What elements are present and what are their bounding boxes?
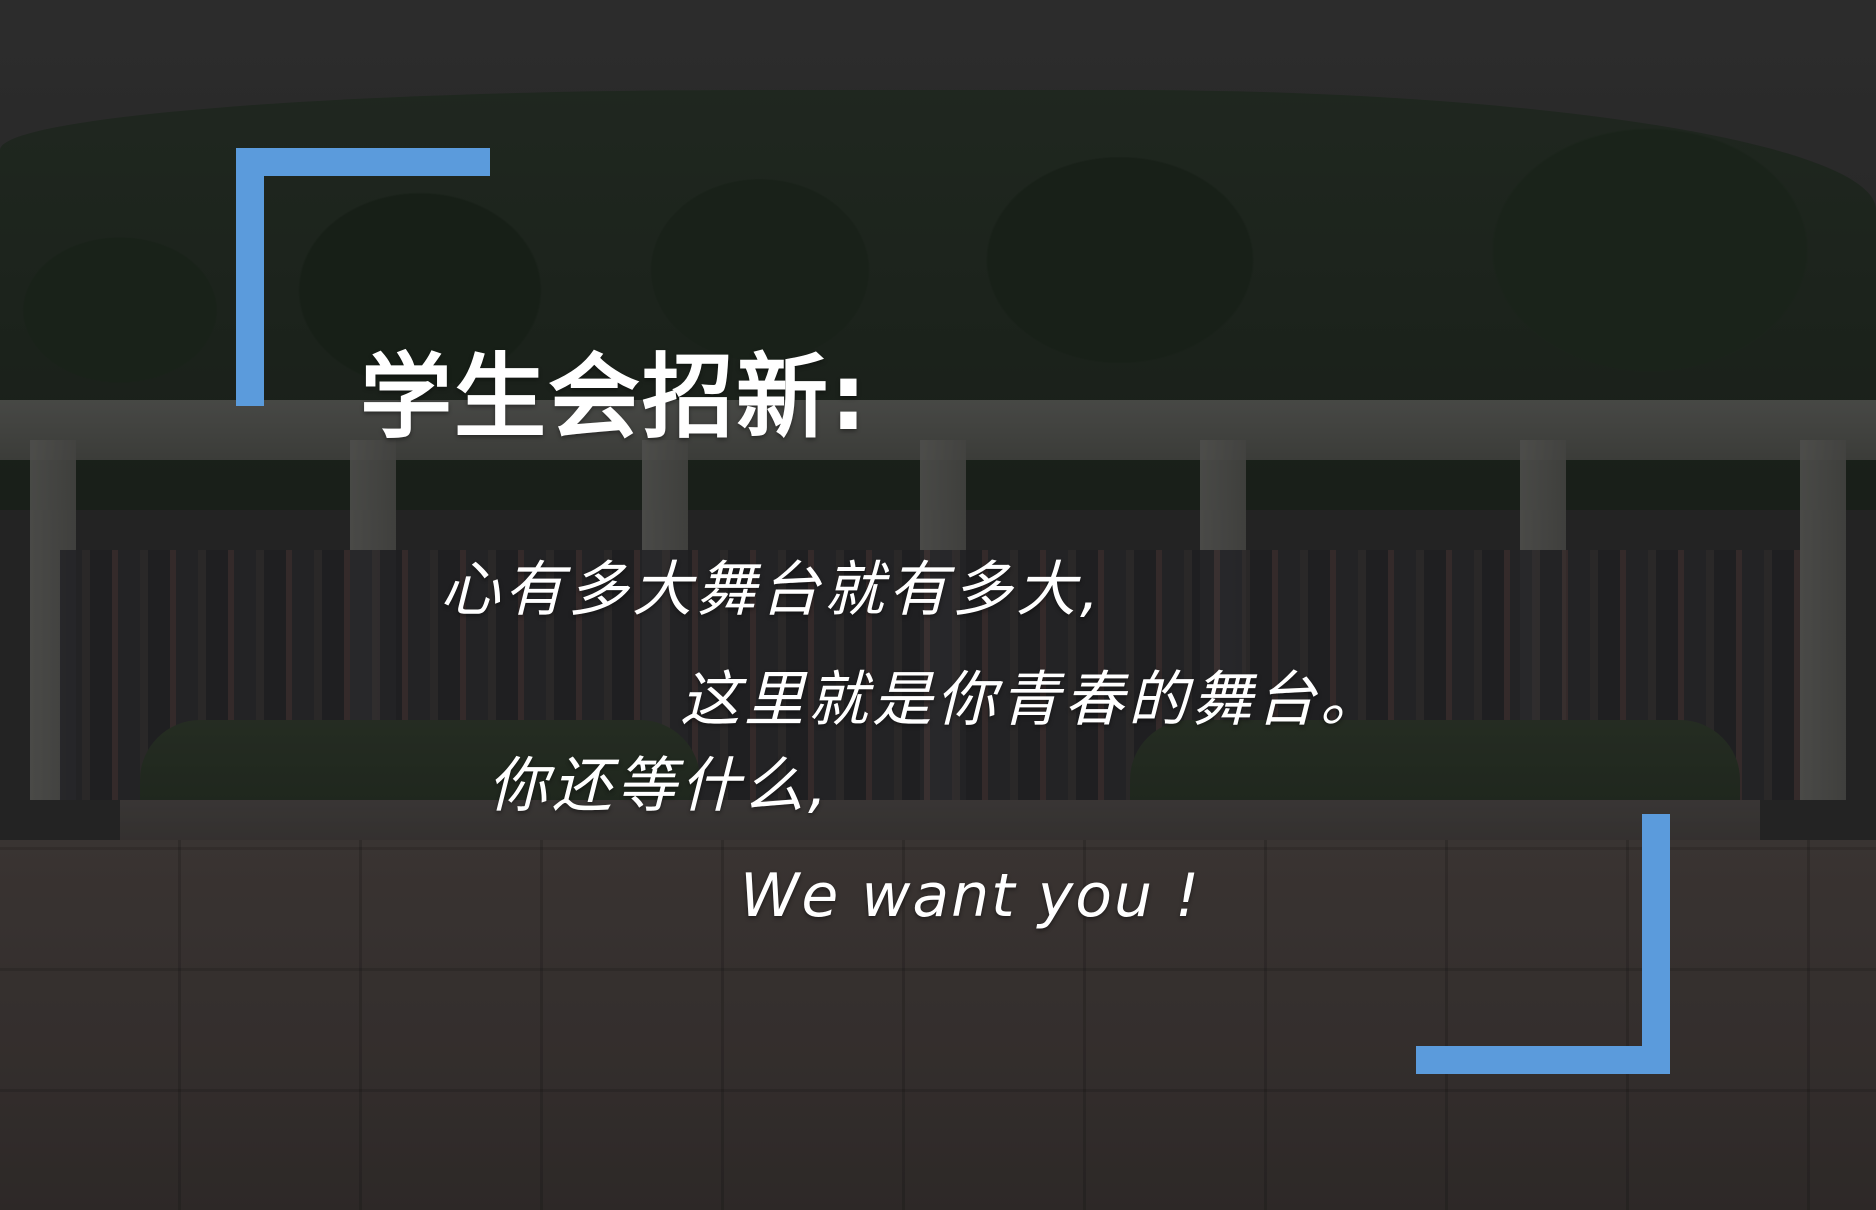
frame-bracket-top-left (236, 148, 264, 406)
pergola-pillar (1800, 440, 1846, 800)
poster-title: 学生会招新: (360, 344, 869, 451)
frame-bracket-top-left (236, 148, 490, 176)
slogan-line-1: 心有多大舞台就有多大, (440, 555, 1104, 625)
frame-bracket-bottom-right (1642, 814, 1670, 1074)
slogan-line-3: 你还等什么, (488, 751, 832, 821)
slogan-line-4: We want you ! (740, 861, 1202, 931)
frame-bracket-bottom-right (1416, 1046, 1670, 1074)
slogan-line-2: 这里就是你青春的舞台。 (680, 665, 1384, 735)
paved-ground (0, 840, 1876, 1210)
